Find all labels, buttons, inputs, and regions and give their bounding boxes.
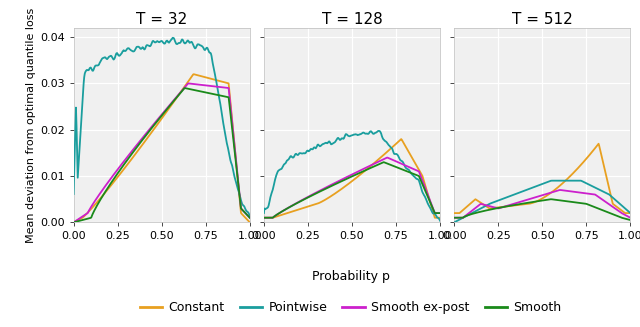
Title: T = 32: T = 32 [136, 12, 188, 26]
Title: T = 512: T = 512 [512, 12, 573, 26]
Legend: Constant, Pointwise, Smooth ex-post, Smooth: Constant, Pointwise, Smooth ex-post, Smo… [135, 296, 566, 319]
Y-axis label: Mean deviation from optimal quantile loss: Mean deviation from optimal quantile los… [26, 8, 36, 243]
Text: Probability p: Probability p [312, 270, 390, 283]
Title: T = 128: T = 128 [322, 12, 382, 26]
